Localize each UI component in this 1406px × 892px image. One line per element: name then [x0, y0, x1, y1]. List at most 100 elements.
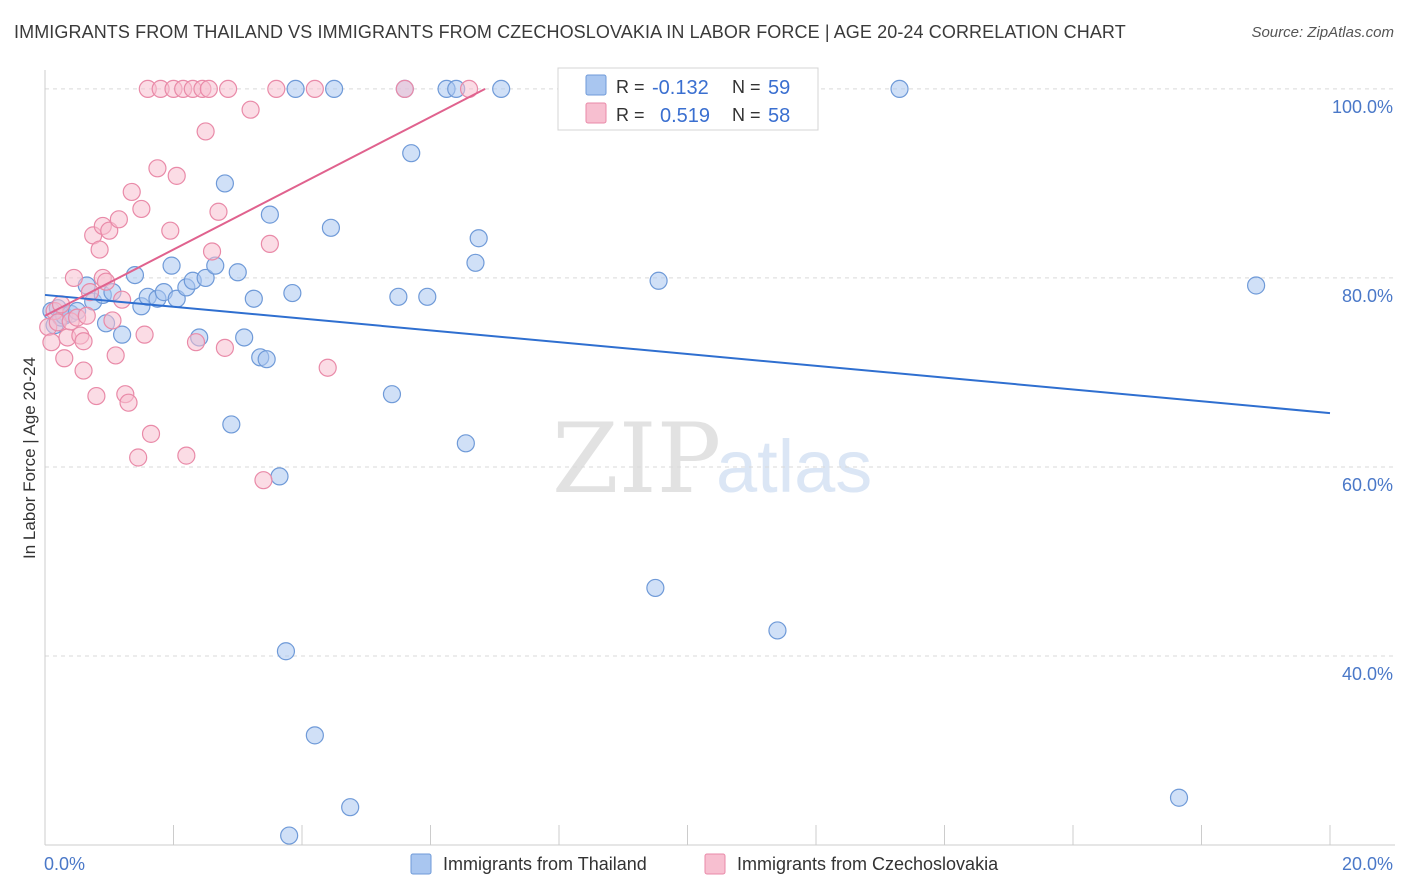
czechoslovakia-point: [199, 79, 218, 99]
thailand-point: [1169, 788, 1189, 807]
czechoslovakia-point: [122, 182, 141, 202]
czechoslovakia-point: [241, 100, 260, 119]
czechoslovakia-point: [42, 333, 61, 352]
thailand-point: [305, 726, 324, 745]
czechoslovakia-point: [161, 221, 180, 240]
chart-title: IMMIGRANTS FROM THAILAND VS IMMIGRANTS F…: [14, 22, 1126, 42]
thailand-point: [244, 289, 263, 308]
czechoslovakia-points: [39, 79, 479, 490]
czechoslovakia-point: [90, 240, 109, 259]
thailand-point: [112, 325, 132, 344]
series-legend: Immigrants from Thailand Immigrants from…: [410, 853, 999, 875]
legend-r-value-2: 0.519: [660, 105, 710, 127]
czechoslovakia-point: [186, 333, 206, 352]
czechoslovakia-point: [395, 79, 414, 99]
thailand-point: [325, 79, 344, 99]
thailand-point: [321, 218, 341, 237]
czechoslovakia-point: [219, 79, 238, 99]
correlation-legend: R = -0.132 N = 59 R = 0.519 N = 58: [557, 67, 819, 131]
thailand-point: [389, 287, 408, 306]
y-tick-label: 40.0%: [1342, 664, 1393, 684]
czechoslovakia-point: [148, 159, 167, 178]
thailand-point: [492, 79, 511, 99]
x-tick-label: 0.0%: [44, 854, 85, 874]
czechoslovakia-point: [196, 122, 215, 141]
thailand-point: [270, 467, 289, 486]
x-tick-labels: 0.0% 20.0%: [44, 854, 1393, 874]
thailand-point: [456, 434, 475, 453]
thailand-point: [649, 271, 668, 290]
czechoslovakia-point: [74, 332, 93, 351]
czechoslovakia-point: [55, 349, 74, 368]
thailand-point: [402, 144, 421, 163]
czechoslovakia-point: [129, 448, 148, 467]
thailand-trend-line: [44, 293, 1331, 415]
thailand-point: [235, 328, 254, 347]
czechoslovakia-point: [109, 210, 128, 229]
thailand-point: [341, 798, 360, 817]
thailand-point: [280, 826, 299, 845]
gridlines: [45, 88, 1395, 657]
legend-n-value-1: 59: [768, 77, 790, 99]
series-swatch-czechoslovakia: [704, 853, 726, 875]
czechoslovakia-point: [74, 361, 93, 380]
series-label-thailand: Immigrants from Thailand: [443, 854, 647, 874]
czechoslovakia-point: [215, 338, 234, 357]
x-tick-label: 20.0%: [1342, 854, 1393, 874]
thailand-point: [418, 287, 437, 306]
trend-lines: [44, 88, 1331, 415]
czechoslovakia-point: [64, 268, 84, 288]
source-label: Source: ZipAtlas.com: [1251, 24, 1394, 41]
thailand-point: [257, 350, 276, 369]
thailand-point: [646, 578, 665, 598]
czechoslovakia-point: [267, 79, 286, 99]
y-tick-label: 60.0%: [1342, 475, 1393, 495]
legend-n-label-2: N =: [732, 105, 761, 125]
thailand-point: [162, 256, 181, 275]
thailand-points: [42, 79, 1266, 845]
thailand-point: [196, 268, 215, 288]
czechoslovakia-point: [119, 393, 138, 412]
thailand-point: [276, 642, 296, 661]
y-tick-label: 80.0%: [1342, 286, 1393, 306]
legend-n-value-2: 58: [768, 105, 790, 127]
thailand-point: [286, 79, 305, 99]
legend-swatch-czechoslovakia: [585, 102, 607, 124]
thailand-point: [469, 229, 488, 248]
thailand-point: [228, 263, 247, 282]
thailand-point: [890, 79, 909, 99]
legend-r-value-1: -0.132: [652, 77, 709, 99]
czechoslovakia-point: [209, 202, 228, 221]
czechoslovakia-point: [318, 358, 337, 377]
y-tick-labels: 100.0% 80.0% 60.0% 40.0%: [1332, 97, 1393, 684]
thailand-point: [768, 621, 787, 640]
czechoslovakia-point: [132, 199, 151, 219]
thailand-point: [215, 174, 234, 193]
axes: [44, 70, 1395, 846]
series-label-czechoslovakia: Immigrants from Czechoslovakia: [737, 854, 999, 874]
thailand-point: [1247, 276, 1266, 295]
czechoslovakia-point: [260, 234, 279, 254]
czechoslovakia-point: [202, 242, 222, 261]
legend-r-label-2: R =: [616, 105, 645, 125]
series-swatch-thailand: [410, 853, 432, 875]
thailand-point: [466, 253, 485, 272]
czechoslovakia-point: [135, 325, 154, 344]
czechoslovakia-trend-line: [44, 88, 486, 317]
thailand-point: [382, 385, 402, 404]
czechoslovakia-point: [87, 386, 106, 406]
legend-n-label-1: N =: [732, 77, 761, 97]
y-tick-label: 100.0%: [1332, 97, 1393, 117]
czechoslovakia-point: [141, 424, 161, 443]
czechoslovakia-point: [112, 290, 132, 309]
czechoslovakia-point: [103, 311, 122, 330]
czechoslovakia-point: [254, 471, 273, 490]
thailand-point: [222, 415, 241, 434]
legend-r-label-1: R =: [616, 77, 645, 97]
czechoslovakia-point: [177, 446, 196, 465]
watermark-zip: ZIP: [552, 403, 721, 515]
thailand-point: [260, 205, 279, 224]
thailand-point: [283, 283, 302, 303]
legend-swatch-thailand: [585, 74, 607, 96]
